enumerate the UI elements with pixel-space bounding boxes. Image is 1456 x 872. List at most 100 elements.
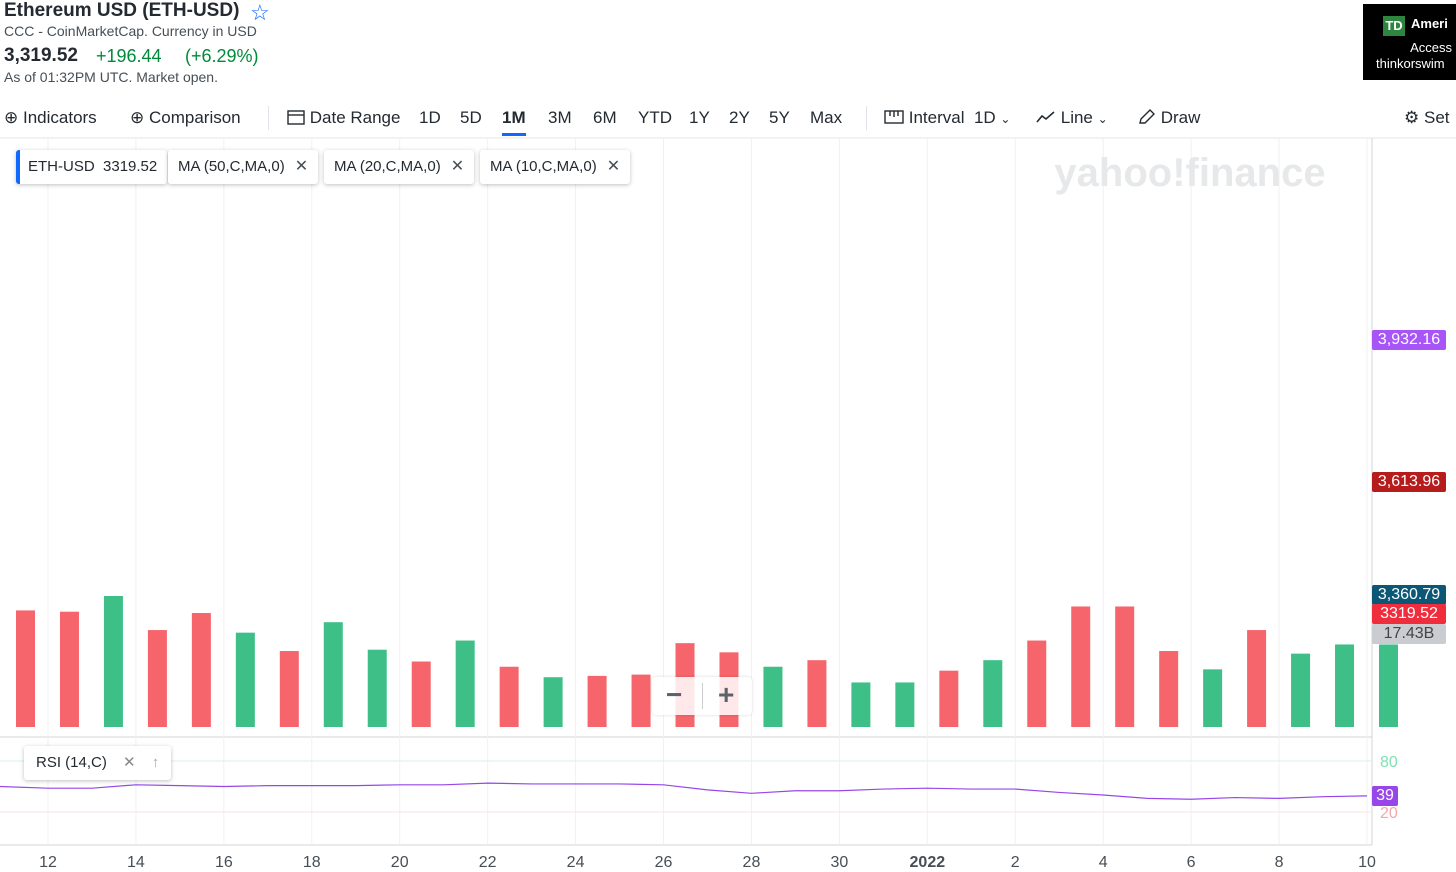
range-max[interactable]: Max bbox=[810, 108, 843, 127]
volume-bar bbox=[367, 649, 387, 727]
volume-bar bbox=[807, 660, 827, 727]
close-icon[interactable]: ✕ bbox=[294, 158, 309, 175]
zoom-in-button[interactable]: + bbox=[718, 679, 735, 710]
close-icon[interactable]: ✕ bbox=[606, 158, 621, 175]
x-tick-label: 28 bbox=[743, 854, 761, 871]
x-tick-label: 24 bbox=[567, 854, 585, 871]
rsi-value-label: 39 bbox=[1372, 786, 1398, 806]
volume-bar bbox=[1335, 644, 1355, 727]
date-range-label: Date Range bbox=[309, 108, 401, 127]
volume-bar bbox=[235, 632, 255, 727]
range-ytd[interactable]: YTD bbox=[638, 108, 672, 127]
price-change-percent: (+6.29%) bbox=[185, 46, 259, 66]
close-icon[interactable]: ✕ bbox=[450, 158, 465, 175]
legend-chip-eth[interactable]: ETH-USD 3319.52 bbox=[16, 150, 168, 184]
volume-bar bbox=[1291, 653, 1311, 727]
watchlist-star-icon[interactable]: ☆ bbox=[250, 0, 270, 25]
settings-button[interactable]: ⚙ Set bbox=[1404, 108, 1450, 128]
td-logo: TD bbox=[1383, 16, 1405, 36]
chevron-down-icon: ⌄ bbox=[1097, 112, 1108, 126]
x-tick-label: 2022 bbox=[910, 854, 946, 871]
chart-grid bbox=[0, 137, 1456, 846]
plus-circle-icon: ⊕ bbox=[130, 108, 145, 127]
advertisement[interactable]: TD Ameri Access thinkorswim bbox=[1363, 4, 1456, 80]
x-tick-label: 16 bbox=[215, 854, 233, 871]
comparison-label: Comparison bbox=[148, 108, 241, 127]
close-icon[interactable]: ✕ bbox=[123, 754, 136, 771]
x-tick-label: 4 bbox=[1099, 854, 1108, 871]
rsi-panel: 80 20 bbox=[0, 754, 1398, 822]
ma10-price-label: 3,360.79 bbox=[1372, 585, 1446, 605]
ad-line-1: Ameri bbox=[1411, 16, 1448, 31]
range-5y[interactable]: 5Y bbox=[769, 108, 790, 127]
x-tick-label: 8 bbox=[1275, 854, 1284, 871]
date-range-button[interactable]: Date Range bbox=[287, 108, 400, 128]
arrow-up-icon[interactable]: ↑ bbox=[151, 754, 160, 771]
settings-label: Set bbox=[1423, 108, 1450, 127]
indicators-button[interactable]: ⊕ Indicators bbox=[4, 108, 97, 128]
calendar-icon bbox=[287, 110, 305, 125]
legend-ma50-label: MA (50,C,MA,0) bbox=[178, 158, 285, 175]
volume-bar bbox=[191, 613, 211, 727]
legend-chip-ma20[interactable]: MA (20,C,MA,0) ✕ bbox=[324, 150, 475, 184]
pencil-icon bbox=[1139, 109, 1155, 124]
ruler-icon bbox=[884, 110, 904, 124]
volume-bar bbox=[1247, 630, 1267, 727]
ad-line-3: thinkorswim bbox=[1376, 56, 1445, 71]
ma20-price-label: 3,613.96 bbox=[1372, 472, 1446, 492]
volume-bar bbox=[411, 661, 431, 727]
draw-label: Draw bbox=[1160, 108, 1201, 127]
volume-bar bbox=[499, 666, 519, 727]
legend-symbol-value: 3319.52 bbox=[103, 158, 158, 175]
rsi-legend-chip[interactable]: RSI (14,C) ✕ ↑ bbox=[24, 746, 172, 780]
volume-bar bbox=[1379, 644, 1398, 727]
range-6m[interactable]: 6M bbox=[593, 108, 617, 127]
chart-type-dropdown[interactable]: Line ⌄ bbox=[1036, 108, 1108, 128]
range-5d[interactable]: 5D bbox=[460, 108, 482, 127]
plus-circle-icon: ⊕ bbox=[4, 108, 19, 127]
x-tick-label: 2 bbox=[1011, 854, 1020, 871]
interval-dropdown[interactable]: Interval 1D ⌄ bbox=[884, 108, 1010, 128]
volume-bar bbox=[631, 674, 651, 727]
volume-bar bbox=[939, 670, 959, 727]
legend-chip-ma10[interactable]: MA (10,C,MA,0) ✕ bbox=[480, 150, 631, 184]
range-1m[interactable]: 1M bbox=[502, 108, 526, 136]
market-status: As of 01:32PM UTC. Market open. bbox=[4, 69, 218, 85]
current-price-label: 3319.52 bbox=[1372, 604, 1446, 624]
volume-bar bbox=[455, 640, 475, 727]
volume-bar bbox=[147, 630, 167, 727]
toolbar-divider bbox=[866, 106, 867, 130]
gear-icon: ⚙ bbox=[1404, 108, 1420, 127]
volume-bar bbox=[763, 666, 783, 727]
volume-bar bbox=[1027, 640, 1047, 727]
current-price: 3,319.52 bbox=[4, 45, 78, 66]
range-3m[interactable]: 3M bbox=[548, 108, 572, 127]
volume-bar bbox=[1203, 669, 1223, 727]
volume-bar bbox=[587, 675, 607, 727]
zoom-control: − + bbox=[652, 677, 752, 715]
chart-type-label: Line bbox=[1060, 108, 1093, 127]
range-1y[interactable]: 1Y bbox=[689, 108, 710, 127]
legend-symbol: ETH-USD bbox=[28, 158, 95, 175]
volume-bar bbox=[59, 611, 79, 727]
zoom-divider bbox=[702, 683, 703, 709]
x-tick-label: 12 bbox=[39, 854, 57, 871]
volume-bar bbox=[983, 660, 1003, 727]
volume-bar bbox=[16, 610, 35, 727]
range-1d[interactable]: 1D bbox=[419, 108, 441, 127]
range-2y[interactable]: 2Y bbox=[729, 108, 750, 127]
legend-chip-ma50[interactable]: MA (50,C,MA,0) ✕ bbox=[168, 150, 319, 184]
x-tick-label: 14 bbox=[127, 854, 145, 871]
price-change: +196.44 bbox=[96, 46, 162, 66]
rsi-line bbox=[0, 782, 1368, 800]
x-tick-label: 26 bbox=[655, 854, 673, 871]
comparison-button[interactable]: ⊕ Comparison bbox=[130, 108, 241, 128]
draw-button[interactable]: Draw bbox=[1138, 108, 1200, 128]
zoom-out-button[interactable]: − bbox=[666, 679, 683, 710]
x-tick-label: 22 bbox=[479, 854, 497, 871]
rsi-label: RSI (14,C) bbox=[36, 754, 107, 771]
x-tick-label: 6 bbox=[1187, 854, 1196, 871]
x-tick-label: 18 bbox=[303, 854, 321, 871]
legend-ma10-label: MA (10,C,MA,0) bbox=[490, 158, 597, 175]
